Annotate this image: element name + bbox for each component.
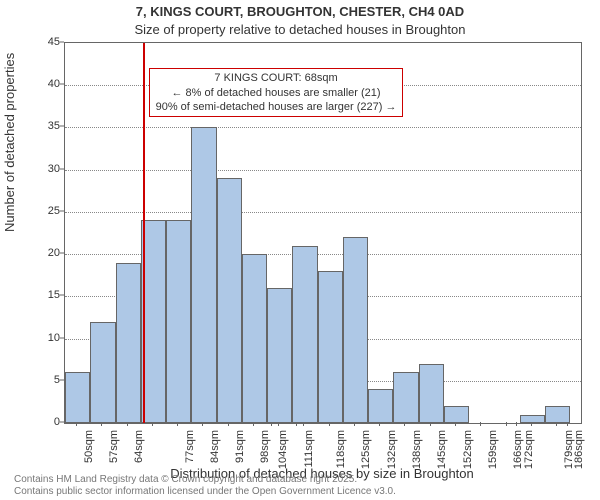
footer-line1: Contains HM Land Registry data © Crown c… <box>14 474 357 485</box>
y-tick: 0 <box>20 416 60 428</box>
bar <box>116 263 141 423</box>
bar <box>90 322 115 423</box>
y-tick: 15 <box>20 289 60 301</box>
y-tick: 45 <box>20 36 60 48</box>
bar <box>191 127 216 423</box>
bar <box>318 271 343 423</box>
bar <box>267 288 292 423</box>
footer-line2: Contains public sector information licen… <box>14 486 396 497</box>
y-tick: 5 <box>20 374 60 386</box>
y-tick: 10 <box>20 332 60 344</box>
y-axis-label: Number of detached properties <box>2 53 17 232</box>
annotation-line2: ← 8% of detached houses are smaller (21) <box>156 86 397 100</box>
annotation-line3: 90% of semi-detached houses are larger (… <box>156 100 397 114</box>
bar <box>545 406 570 423</box>
chart-title-line1: 7, KINGS COURT, BROUGHTON, CHESTER, CH4 … <box>0 4 600 19</box>
chart-title-line2: Size of property relative to detached ho… <box>0 22 600 37</box>
annotation-box: 7 KINGS COURT: 68sqm ← 8% of detached ho… <box>149 68 404 117</box>
y-tick: 30 <box>20 163 60 175</box>
bar <box>242 254 267 423</box>
y-tick: 40 <box>20 78 60 90</box>
bar <box>343 237 368 423</box>
marker-line <box>143 43 145 423</box>
footer-attribution: Contains HM Land Registry data © Crown c… <box>14 474 396 498</box>
bar <box>393 372 418 423</box>
bar <box>444 406 469 423</box>
bar <box>520 415 545 423</box>
bar <box>292 246 317 423</box>
bar <box>419 364 444 423</box>
bar <box>217 178 242 423</box>
y-tick: 35 <box>20 120 60 132</box>
y-tick: 20 <box>20 247 60 259</box>
plot-area: 7 KINGS COURT: 68sqm ← 8% of detached ho… <box>64 42 582 424</box>
bar <box>166 220 191 423</box>
bar <box>368 389 393 423</box>
bar <box>65 372 90 423</box>
y-tick: 25 <box>20 205 60 217</box>
annotation-line1: 7 KINGS COURT: 68sqm <box>156 71 397 85</box>
